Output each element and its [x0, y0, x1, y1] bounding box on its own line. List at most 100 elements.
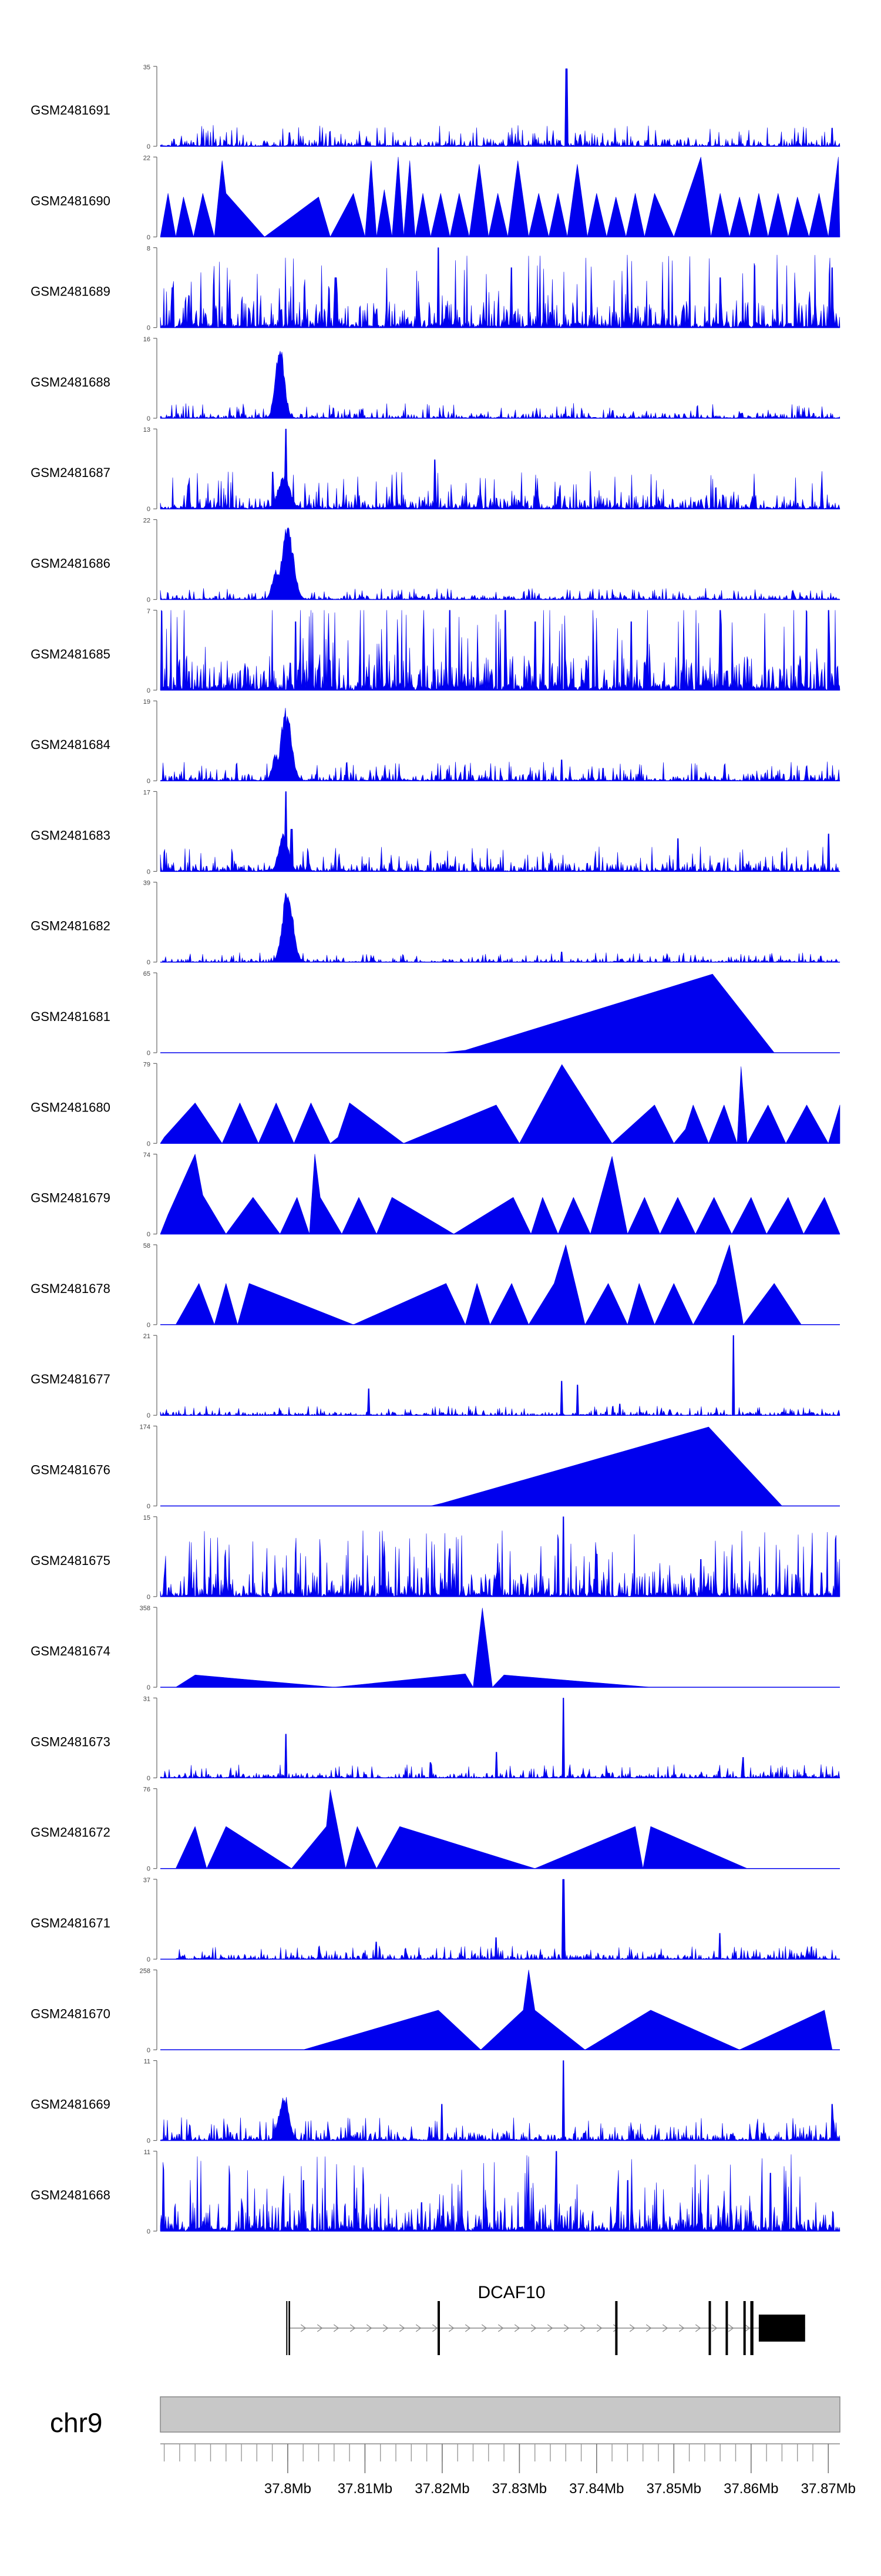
coverage-area-GSM2481681	[442, 973, 775, 1053]
y-tick-max-label: 8	[147, 246, 150, 253]
strand-arrow	[645, 2324, 652, 2332]
y-tick-max-label: 22	[143, 155, 150, 162]
y-tick-max-label: 22	[143, 518, 150, 525]
y-tick-zero-label: 0	[147, 1775, 150, 1782]
track-label-GSM2481691: GSM2481691	[31, 103, 110, 117]
track-GSM2481687: GSM2481687 13 0	[31, 426, 840, 513]
y-tick-max-label: 13	[143, 426, 150, 434]
coverage-area-GSM2481679	[160, 1154, 840, 1234]
track-label-GSM2481668: GSM2481668	[31, 2188, 110, 2202]
tick-label-7: 37.87Mb	[801, 2481, 856, 2497]
track-label-GSM2481683: GSM2481683	[31, 828, 110, 842]
tick-label-3: 37.83Mb	[492, 2481, 547, 2497]
gene-model: DCAF10	[286, 2283, 805, 2355]
track-GSM2481676: GSM2481676 174 0	[31, 1424, 840, 1510]
coverage-area-GSM2481687	[160, 428, 840, 509]
coverage-tracks: GSM2481691350GSM2481690220GSM248168980GS…	[31, 64, 840, 2235]
strand-arrow	[744, 2324, 751, 2332]
tick-label-2: 37.82Mb	[415, 2481, 469, 2497]
coverage-area-GSM2481674	[176, 1607, 651, 1688]
y-tick-max-label: 58	[143, 1242, 150, 1250]
track-GSM2481677: GSM2481677 21 0	[31, 1333, 840, 1419]
strand-arrow	[382, 2324, 389, 2332]
strand-arrow	[317, 2324, 323, 2332]
track-GSM2481669: GSM2481669 11 0	[31, 2058, 840, 2145]
track-GSM2481678: GSM2481678 58 0	[31, 1242, 840, 1329]
track-GSM2481672: GSM2481672 76 0	[31, 1786, 840, 1873]
y-tick-zero-label: 0	[147, 959, 150, 966]
track-label-GSM2481682: GSM2481682	[31, 919, 110, 933]
tick-label-4: 37.84Mb	[569, 2481, 624, 2497]
track-label-GSM2481686: GSM2481686	[31, 556, 110, 571]
coverage-area-GSM2481677	[160, 1335, 840, 1416]
track-GSM2481684: GSM2481684 19 0	[31, 698, 840, 785]
track-label-GSM2481680: GSM2481680	[31, 1100, 110, 1114]
y-tick-max-label: 15	[143, 1514, 150, 1522]
y-tick-max-label: 37	[143, 1877, 150, 1884]
gene-exon-4	[708, 2301, 711, 2355]
tick-label-5: 37.85Mb	[647, 2481, 701, 2497]
gene-exon-3	[615, 2301, 618, 2355]
y-tick-max-label: 258	[140, 1967, 150, 1974]
coverage-area-GSM2481689	[160, 247, 840, 328]
strand-arrow	[728, 2324, 734, 2332]
y-tick-zero-label: 0	[147, 325, 150, 332]
y-tick-max-label: 16	[143, 336, 150, 343]
track-GSM2481671: GSM2481671 37 0	[31, 1877, 840, 1963]
y-tick-zero-label: 0	[147, 234, 150, 241]
track-GSM2481680: GSM2481680 79 0	[31, 1061, 840, 1147]
track-label-GSM2481674: GSM2481674	[31, 1644, 110, 1658]
strand-arrow	[547, 2324, 553, 2332]
coverage-area-GSM2481675	[160, 1516, 840, 1597]
track-label-GSM2481669: GSM2481669	[31, 2097, 110, 2112]
y-tick-max-label: 358	[140, 1605, 150, 1612]
y-tick-max-label: 17	[143, 789, 150, 796]
track-GSM2481690: GSM2481690 22 0	[31, 155, 840, 241]
y-tick-zero-label: 0	[147, 868, 150, 875]
strand-arrow	[530, 2324, 537, 2332]
y-tick-zero-label: 0	[147, 597, 150, 604]
coverage-area-GSM2481691	[160, 68, 840, 147]
coverage-area-GSM2481672	[176, 1789, 748, 1869]
strand-arrow	[613, 2324, 619, 2332]
gene-exon-5	[725, 2301, 728, 2355]
track-GSM2481682: GSM2481682 39 0	[31, 880, 840, 966]
y-tick-max-label: 21	[143, 1333, 150, 1340]
strand-arrow	[563, 2324, 570, 2332]
coverage-area-GSM2481671	[176, 1879, 840, 1960]
coverage-area-GSM2481682	[160, 892, 840, 962]
track-GSM2481673: GSM2481673 31 0	[31, 1695, 840, 1782]
track-GSM2481679: GSM2481679 74 0	[31, 1152, 840, 1238]
y-tick-max-label: 79	[143, 1061, 150, 1068]
strand-arrow	[596, 2324, 603, 2332]
track-label-GSM2481678: GSM2481678	[31, 1281, 110, 1296]
coverage-area-GSM2481670	[302, 1970, 833, 2050]
strand-arrow	[580, 2324, 586, 2332]
coverage-area-GSM2481668	[160, 2151, 840, 2232]
track-label-GSM2481672: GSM2481672	[31, 1825, 110, 1840]
track-GSM2481675: GSM2481675 15 0	[31, 1514, 840, 1601]
y-tick-zero-label: 0	[147, 1412, 150, 1419]
coverage-area-GSM2481683	[160, 791, 840, 872]
track-GSM2481691: GSM2481691 35 0	[31, 64, 840, 150]
strand-arrow	[481, 2324, 487, 2332]
tick-label-1: 37.81Mb	[338, 2481, 392, 2497]
strand-arrow	[448, 2324, 455, 2332]
strand-arrow	[333, 2324, 339, 2332]
track-label-GSM2481690: GSM2481690	[31, 193, 110, 208]
chromosome-ideogram-bar	[160, 2396, 840, 2433]
track-label-GSM2481689: GSM2481689	[31, 284, 110, 299]
strand-arrow	[629, 2324, 635, 2332]
track-label-GSM2481684: GSM2481684	[31, 737, 110, 752]
coverage-area-GSM2481684	[160, 707, 840, 781]
track-label-GSM2481677: GSM2481677	[31, 1372, 110, 1386]
y-tick-max-label: 19	[143, 698, 150, 706]
track-label-GSM2481676: GSM2481676	[31, 1463, 110, 1477]
gene-exon-1-gap	[287, 2301, 289, 2355]
y-tick-zero-label: 0	[147, 1050, 150, 1057]
gene-exon-2	[438, 2301, 440, 2355]
y-tick-zero-label: 0	[147, 1684, 150, 1691]
y-tick-max-label: 76	[143, 1786, 150, 1794]
track-GSM2481688: GSM2481688 16 0	[31, 336, 840, 422]
y-tick-max-label: 35	[143, 64, 150, 71]
